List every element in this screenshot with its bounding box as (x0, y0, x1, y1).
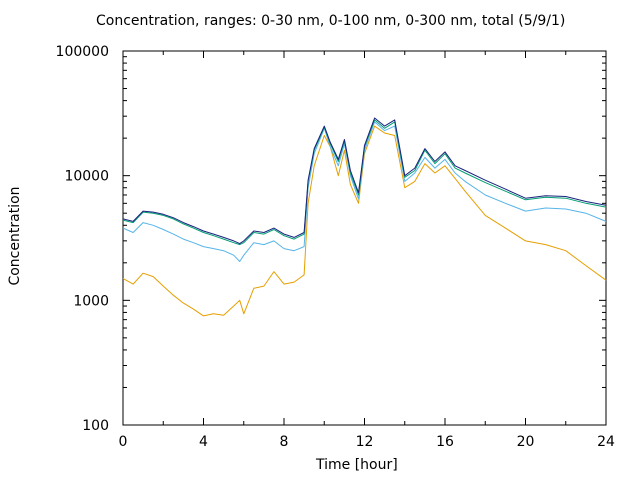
x-tick-label: 12 (356, 434, 374, 450)
series-line-1 (122, 125, 607, 317)
x-tick-label: 0 (119, 434, 128, 450)
x-tick-label: 20 (517, 434, 535, 450)
x-tick-label: 8 (280, 434, 289, 450)
chart-title: Concentration, ranges: 0-30 nm, 0-100 nm… (96, 13, 566, 29)
series-line-3 (122, 119, 607, 246)
y-axis-label: Concentration (7, 186, 23, 286)
axis-ticks: 0 4 8 12 16 20 24 100 1000 10000 100000 (56, 44, 615, 450)
x-tick-label: 4 (199, 434, 208, 450)
series-line-4 (122, 117, 607, 245)
y-tick-label: 100000 (56, 44, 109, 60)
series-line-2 (122, 121, 607, 262)
y-tick-label: 100 (82, 418, 109, 434)
x-tick-label: 24 (597, 434, 615, 450)
y-tick-label: 10000 (64, 169, 109, 185)
x-axis-label: Time [hour] (316, 457, 398, 473)
series-group (122, 117, 607, 317)
y-tick-label: 1000 (73, 293, 109, 309)
plot-frame (122, 50, 607, 426)
x-tick-label: 16 (436, 434, 454, 450)
